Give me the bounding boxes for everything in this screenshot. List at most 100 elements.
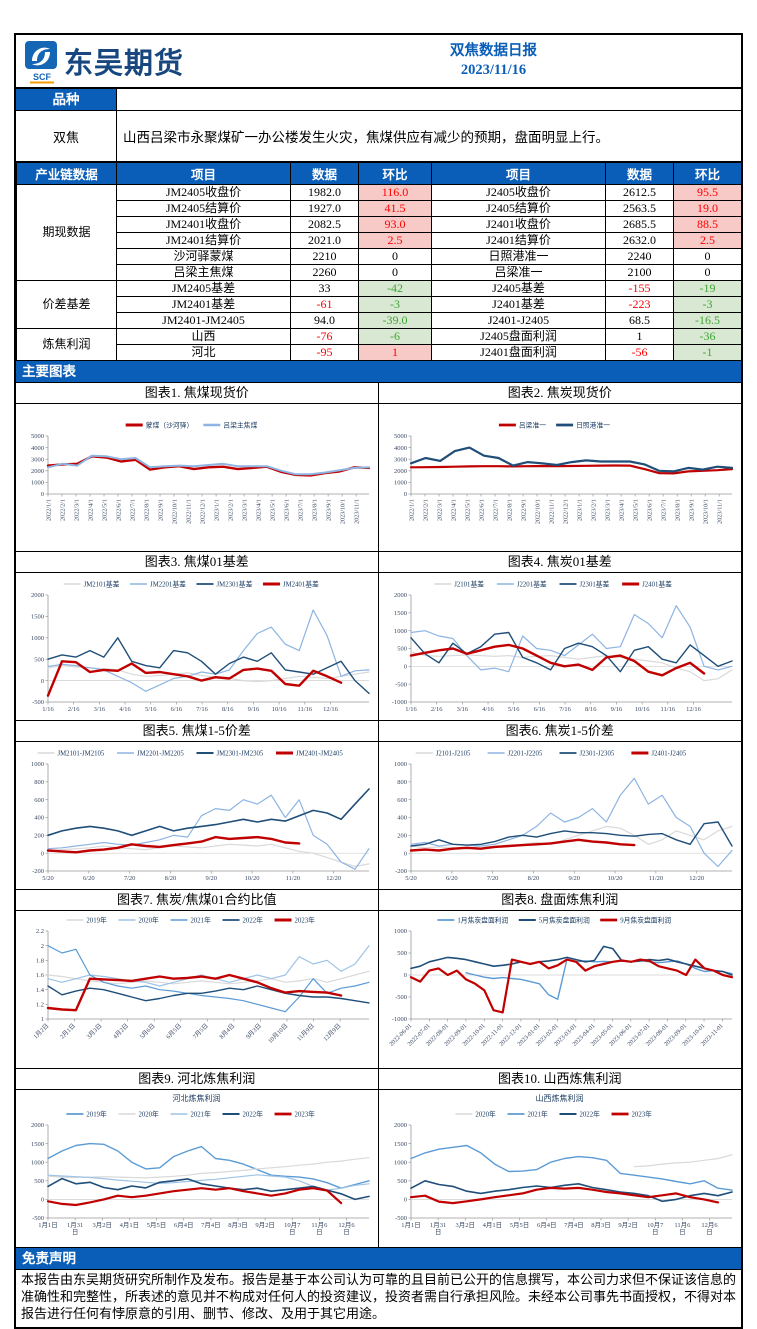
svg-text:3月3日: 3月3日 (85, 1022, 103, 1040)
svg-text:2022/1/1: 2022/1/1 (46, 499, 53, 521)
svg-text:2023/2/1: 2023/2/1 (590, 499, 597, 521)
svg-text:12/20: 12/20 (326, 875, 341, 882)
table-group-label: 期现数据 (16, 184, 117, 281)
svg-text:2022/7/1: 2022/7/1 (130, 499, 137, 521)
table-row: JM2401-JM2405 94.0 -39.0 J2401-J2405 68.5 -16… (17, 312, 742, 329)
table-cell: JM2405收盘价 (116, 184, 291, 201)
table-cell: JM2405结算价 (116, 200, 291, 217)
svg-text:10/20: 10/20 (245, 875, 260, 882)
svg-text:蒙煤（沙河驿）: 蒙煤（沙河驿） (146, 420, 194, 429)
table-cell: J2405盘面利润 (431, 328, 606, 345)
col-header: 数据 (605, 162, 674, 185)
table-cell: 沙河驿蒙煤 (116, 248, 291, 265)
svg-text:3/16: 3/16 (94, 706, 106, 713)
svg-text:9/20: 9/20 (205, 875, 217, 882)
svg-text:2022年: 2022年 (243, 1109, 264, 1118)
svg-text:10/20: 10/20 (607, 875, 622, 882)
chart-cell: 图表6. 焦炭1-5价差 J2101-J2105 J2201-J2205 J2301-… (378, 721, 742, 890)
svg-text:0: 0 (403, 1197, 406, 1204)
table-cell: J2401收盘价 (431, 216, 606, 233)
svg-text:2022/7/1: 2022/7/1 (492, 499, 499, 521)
svg-text:日照港准一: 日照港准一 (576, 420, 610, 429)
chart-title: 图表6. 焦炭1-5价差 (378, 721, 741, 742)
svg-text:1500: 1500 (394, 1141, 407, 1148)
table-cell: 2021.0 (290, 232, 359, 249)
table-cell: 2563.5 (605, 200, 674, 217)
svg-text:2022年: 2022年 (243, 915, 264, 924)
svg-text:JM2101-JM2105: JM2101-JM2105 (57, 750, 104, 757)
svg-text:-500: -500 (32, 699, 44, 706)
svg-text:0: 0 (403, 972, 406, 979)
svg-text:6/20: 6/20 (83, 875, 95, 882)
chart-figure: 吕梁准一 日照港准一 0 1000 2000 3000 4000 5000 2022/1/1 20… (379, 404, 742, 551)
svg-text:0: 0 (41, 491, 44, 498)
report-header: SCF 东吴期货 双焦数据日报 2023/11/16 (16, 35, 741, 89)
table-cell: JM2401-JM2405 (116, 312, 291, 329)
chart-figure: 山西炼焦利润 2020年 2021年 2022年 2023年 -500 0 500 1000 15… (379, 1090, 742, 1247)
svg-text:2022/6/1: 2022/6/1 (116, 499, 123, 521)
svg-text:3000: 3000 (31, 456, 44, 463)
svg-text:8月3日: 8月3日 (228, 1221, 248, 1229)
chart-cell: 图表3. 焦煤01基差 JM2101基差 JM2201基差 JM2301基差 JM240… (16, 552, 379, 721)
chart-cell: 图表7. 焦炭/焦煤01合约比值 2019年 2020年 2021年 2022年 2023… (16, 890, 379, 1069)
svg-text:J2401基差: J2401基差 (642, 579, 672, 588)
svg-text:9月焦炭盘面利润: 9月焦炭盘面利润 (620, 915, 671, 924)
svg-text:2/16: 2/16 (430, 706, 442, 713)
svg-text:11月9日: 11月9日 (296, 1022, 316, 1042)
chart-cell: 图表5. 焦煤1-5价差 JM2101-JM2105 JM2201-JM2205 JM… (16, 721, 379, 890)
svg-text:0: 0 (41, 850, 44, 857)
svg-text:2022/5/1: 2022/5/1 (102, 499, 109, 521)
variety-section-spacer (116, 89, 741, 110)
chart-figure: 蒙煤（沙河驿） 吕梁主焦煤 0 1000 2000 3000 4000 5000 2022/1/… (16, 404, 378, 551)
table-cell: J2405结算价 (431, 200, 606, 217)
svg-text:2023/4/1: 2023/4/1 (618, 499, 625, 521)
variety-section-header: 品种 (16, 89, 741, 111)
svg-text:7/16: 7/16 (559, 706, 571, 713)
svg-text:2022/1/1: 2022/1/1 (408, 499, 415, 521)
svg-text:2000: 2000 (394, 468, 407, 475)
chart-title: 图表1. 焦煤现货价 (16, 383, 378, 404)
table-group-label: 价差基差 (16, 280, 117, 329)
svg-text:8/16: 8/16 (222, 706, 234, 713)
svg-text:1500: 1500 (31, 614, 44, 621)
svg-text:8月3日: 8月3日 (591, 1221, 611, 1229)
svg-text:-500: -500 (32, 1215, 44, 1222)
table-cell: -61 (290, 296, 359, 313)
svg-text:1000: 1000 (31, 1159, 44, 1166)
svg-text:0: 0 (403, 664, 406, 671)
table-cell: -3 (673, 296, 742, 313)
svg-text:8/16: 8/16 (584, 706, 596, 713)
table-cell: 0 (358, 248, 432, 265)
svg-text:1/16: 1/16 (405, 706, 417, 713)
svg-text:2022/5/1: 2022/5/1 (464, 499, 471, 521)
table-row: JM2405结算价 1927.0 41.5 J2405结算价 2563.5 19.0 (17, 200, 742, 217)
svg-text:2000: 2000 (31, 1122, 44, 1129)
charts-grid: 图表1. 焦煤现货价 蒙煤（沙河驿） 吕梁主焦煤 0 1000 2000 3000 4000 5… (16, 383, 741, 1248)
svg-text:3/16: 3/16 (456, 706, 468, 713)
svg-text:5000: 5000 (31, 433, 44, 440)
svg-text:10/16: 10/16 (272, 706, 288, 713)
table-cell: -56 (605, 344, 674, 361)
svg-text:1000: 1000 (394, 480, 407, 487)
svg-text:2000: 2000 (394, 1122, 407, 1129)
svg-text:4000: 4000 (31, 445, 44, 452)
svg-text:JM2201基差: JM2201基差 (150, 579, 186, 588)
svg-text:-200: -200 (32, 868, 44, 875)
svg-text:1000: 1000 (394, 928, 407, 935)
svg-text:11/16: 11/16 (298, 706, 313, 713)
svg-text:2023/8/1: 2023/8/1 (674, 499, 681, 521)
svg-text:600: 600 (34, 797, 44, 804)
table-row: 价差基差 JM2405基差 33 -42 J2405基差 -155 -19 (16, 280, 742, 329)
svg-text:1000: 1000 (394, 761, 407, 768)
svg-text:2023/2/1: 2023/2/1 (228, 499, 235, 521)
svg-text:1000: 1000 (31, 480, 44, 487)
svg-text:2023年: 2023年 (295, 1109, 316, 1118)
table-row: JM2401收盘价 2082.5 93.0 J2401收盘价 2685.5 88.5 (17, 216, 742, 233)
chart-figure: J2101-J2105 J2201-J2205 J2301-J2305 J2401-J… (379, 742, 742, 889)
logo-icon: SCF (25, 41, 57, 84)
svg-text:4月2日: 4月2日 (112, 1022, 130, 1040)
svg-text:5月6日: 5月6日 (139, 1022, 157, 1040)
table-cell: 2100 (605, 264, 674, 281)
